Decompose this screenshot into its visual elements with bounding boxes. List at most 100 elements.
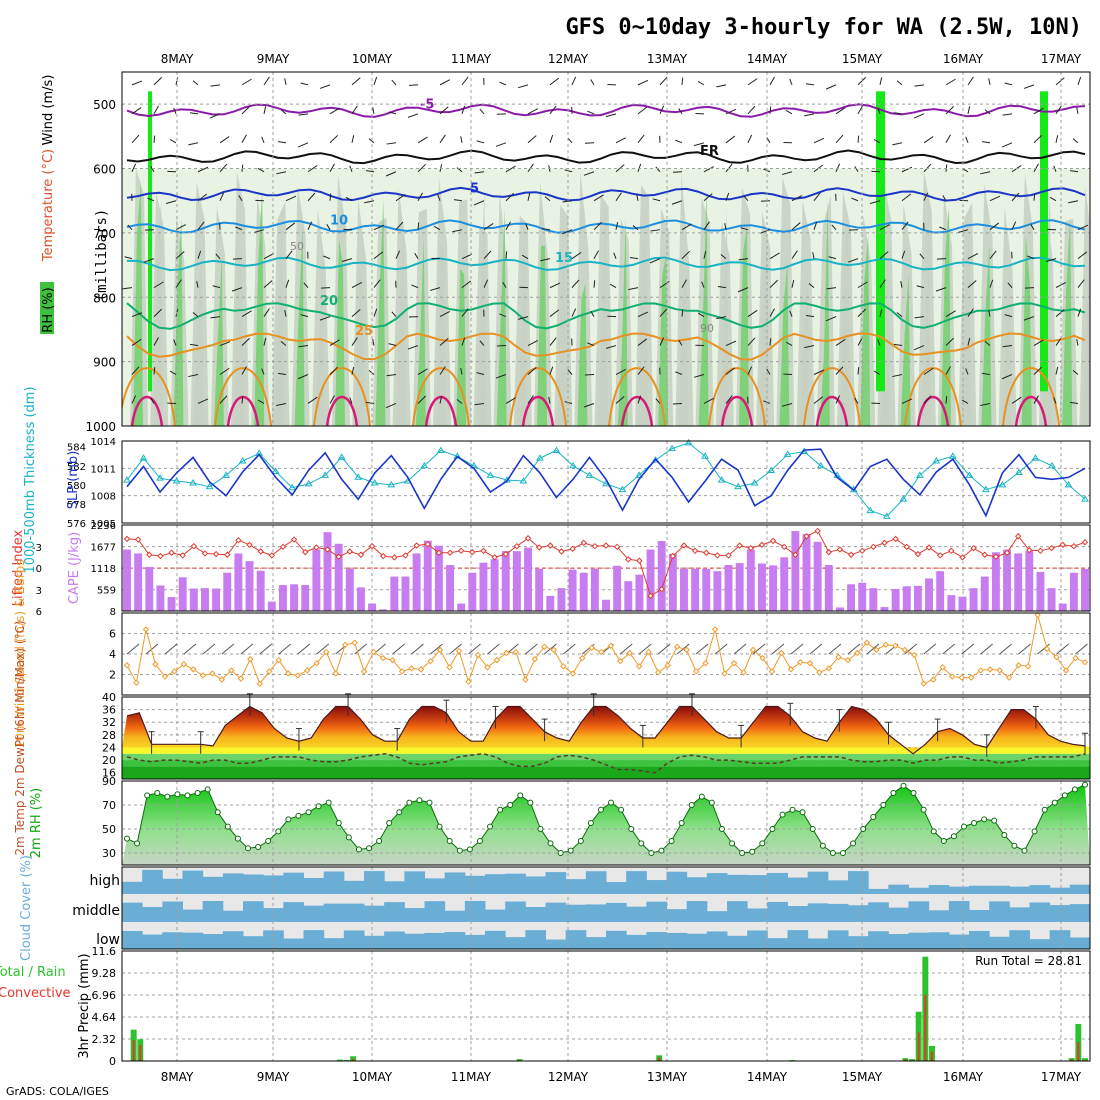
wind10m-point — [664, 662, 671, 669]
cape-bar — [702, 568, 711, 611]
wind-barb — [659, 105, 665, 115]
wind-barb — [391, 311, 397, 317]
wind10m-barb — [847, 643, 861, 655]
rh2m-point — [577, 838, 584, 844]
thickness-point — [635, 471, 643, 478]
cloud-cover-bar — [222, 873, 244, 894]
cloud-cover-bar — [646, 880, 667, 894]
wind10m-barb — [297, 643, 311, 655]
wind-barb — [593, 250, 599, 259]
cape-bar — [724, 564, 733, 611]
wind-barb — [439, 164, 443, 172]
wind-barb — [303, 282, 309, 288]
wind10m-point — [228, 667, 235, 674]
cape-bar — [568, 569, 577, 611]
wind10m-point — [455, 647, 463, 655]
wind-barb — [345, 196, 353, 202]
wind-barb — [407, 345, 419, 350]
rh-tick-label: 30 — [102, 847, 116, 860]
wind-barb — [351, 135, 355, 143]
wind-barb — [681, 250, 690, 260]
ylabel-temp2m: 2m Temp 2m DewPt (6hr Min/Max) (°C) — [13, 620, 27, 855]
wind10m-point — [522, 676, 529, 683]
wind-barb — [417, 222, 420, 230]
wind10m-point — [958, 674, 965, 681]
wind-barb — [219, 341, 231, 347]
wind-barb — [1055, 282, 1067, 289]
wind10m-point — [626, 649, 633, 657]
wind-barb — [637, 366, 645, 375]
wind10m-barb — [695, 643, 709, 655]
isotherm-line — [126, 219, 1086, 234]
cloud-cover-bar — [908, 932, 930, 949]
lifted-point — [836, 546, 844, 553]
rh-region-green — [1001, 263, 1012, 426]
rh2m-point — [718, 826, 725, 832]
wind-barb — [499, 313, 507, 318]
wind-barb — [791, 222, 801, 231]
wind-barb — [549, 309, 560, 317]
wind-barb — [147, 197, 155, 202]
cloud-cover-bar — [222, 931, 244, 949]
wind-barb — [1055, 309, 1065, 317]
thickness-point — [205, 482, 214, 490]
cloud-cover-bar — [1049, 905, 1071, 922]
cloud-cover-bar — [585, 904, 607, 922]
temp-band — [122, 747, 1090, 754]
lifted-point — [959, 554, 966, 561]
isotherm-label: 5 — [470, 181, 479, 196]
rh2m-point — [547, 840, 554, 847]
wind10m-barb — [468, 643, 481, 655]
wind-barb — [386, 374, 397, 377]
rh-region-green — [779, 263, 790, 426]
lifted-point — [580, 539, 587, 547]
wind-barb — [439, 310, 451, 318]
slp-tick-label: 1008 — [91, 492, 116, 503]
rh-region-green — [1062, 216, 1073, 426]
rh2m-point — [386, 820, 393, 826]
cape-tick-label: 1118 — [91, 564, 116, 575]
wind-barb — [1004, 314, 1013, 318]
wind10m-point — [617, 657, 624, 665]
lifted-point — [691, 547, 699, 555]
lifted-point — [1037, 547, 1044, 555]
lifted-point — [480, 547, 487, 555]
wind-barb — [571, 251, 582, 260]
wind-barb — [681, 77, 684, 85]
wind-barb — [1023, 316, 1035, 321]
lifted-point — [513, 542, 521, 550]
thickness-point — [238, 457, 247, 464]
wind-barb — [414, 252, 419, 259]
wind-barb — [873, 370, 881, 375]
lifted-point — [658, 585, 665, 593]
wind-barb — [1033, 134, 1042, 144]
wind10m-barb — [487, 643, 500, 655]
lifted-point — [324, 546, 331, 553]
cloud-cover-bar — [505, 873, 526, 894]
lifted-point — [636, 557, 643, 564]
lifted-point — [936, 552, 944, 559]
lifted-point — [146, 551, 153, 558]
precip-convective-bar — [352, 1059, 355, 1061]
wind-barb — [277, 372, 287, 376]
wind-barb — [593, 194, 604, 202]
rh-region-green — [981, 244, 992, 426]
wind-barb — [505, 221, 511, 230]
cloud-cover-bar — [343, 903, 365, 922]
chart-title: GFS 0~10day 3-hourly for WA (2.5W, 10N) — [565, 15, 1082, 40]
slp-tick-label: 1011 — [91, 464, 116, 475]
cloud-cover-bar — [767, 872, 788, 894]
wind-barb — [847, 258, 859, 263]
cloud-cover-bar — [404, 908, 425, 922]
wind-barb — [835, 134, 844, 144]
wind10m-point — [322, 648, 330, 656]
wind-barb — [835, 366, 844, 375]
wind-barb — [257, 399, 265, 404]
wind-barb — [697, 81, 705, 86]
lifted-tick-label: 0 — [36, 564, 42, 575]
wind-barb — [241, 106, 250, 115]
wind-barb — [499, 81, 507, 86]
thickness-point — [684, 438, 693, 446]
wind-barb — [923, 163, 932, 173]
precip-total-bar — [1082, 1058, 1088, 1061]
